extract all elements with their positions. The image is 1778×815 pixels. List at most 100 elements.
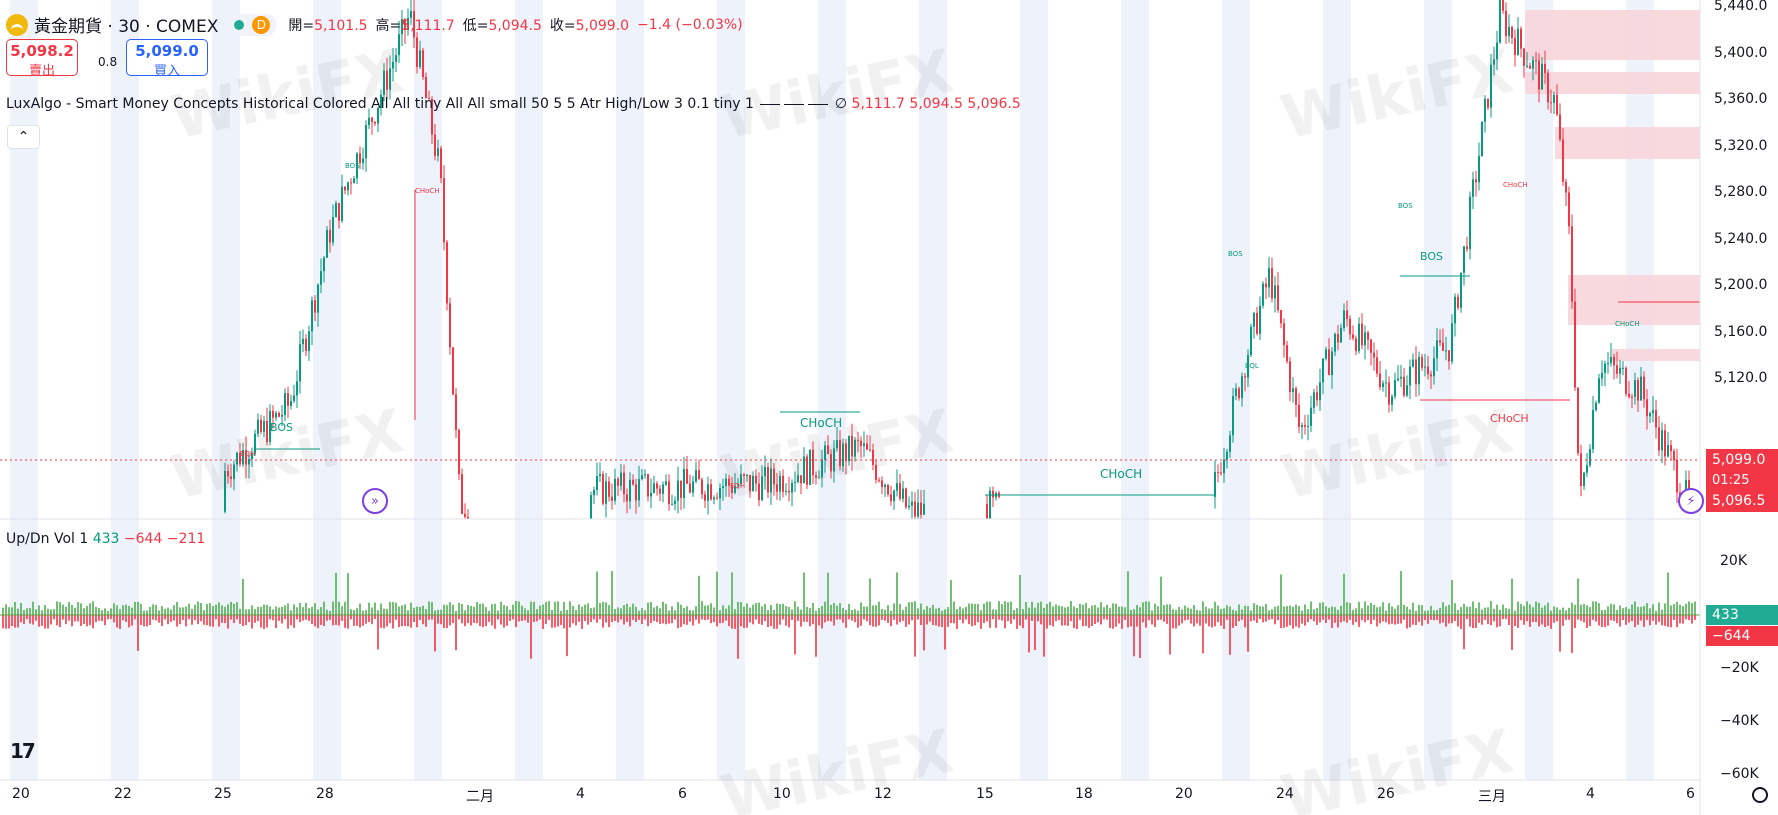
volume-down-bar bbox=[1508, 615, 1510, 626]
volume-up-bar bbox=[791, 609, 793, 615]
volume-down-bar bbox=[395, 615, 397, 620]
candle-body bbox=[1349, 318, 1351, 335]
candle-body bbox=[266, 421, 268, 442]
volume-down-bar bbox=[1364, 615, 1366, 623]
volume-up-bar bbox=[1211, 608, 1213, 615]
candle-body bbox=[1562, 139, 1564, 182]
sell-button[interactable]: 5,098.2 賣出 bbox=[6, 39, 78, 79]
volume-down-bar bbox=[488, 615, 490, 622]
candle-body bbox=[881, 480, 883, 487]
volume-down-bar bbox=[230, 615, 232, 620]
volume-up-bar bbox=[1070, 601, 1072, 615]
volume-down-bar bbox=[806, 615, 808, 622]
candle-body bbox=[359, 153, 361, 164]
volume-down-bar bbox=[1076, 615, 1078, 629]
volume-down-bar bbox=[1631, 615, 1633, 622]
indicator-legend[interactable]: LuxAlgo - Smart Money Concepts Historica… bbox=[6, 96, 1021, 112]
volume-up-bar bbox=[1286, 606, 1288, 615]
volume-legend[interactable]: Up/Dn Vol 1 433 −644 −211 bbox=[6, 531, 205, 547]
buy-button[interactable]: 5,099.0 買入 bbox=[126, 39, 208, 79]
volume-up-bar bbox=[587, 603, 589, 615]
volume-up-bar bbox=[893, 603, 895, 615]
tradingview-logo[interactable]: 17 bbox=[10, 739, 36, 763]
volume-up-bar bbox=[215, 604, 217, 615]
volume-down-bar bbox=[1535, 615, 1537, 623]
settings-gear-icon[interactable] bbox=[1752, 787, 1768, 803]
volume-down-bar bbox=[1394, 615, 1396, 625]
volume-down-bar bbox=[32, 615, 34, 625]
volume-down-bar bbox=[983, 615, 985, 624]
candle-body bbox=[1511, 26, 1513, 38]
volume-down-bar bbox=[941, 615, 943, 628]
volume-up-bar bbox=[1388, 602, 1390, 615]
volume-up-bar bbox=[209, 603, 211, 615]
volume-up-bar bbox=[626, 603, 628, 615]
volume-down-bar bbox=[1433, 615, 1435, 621]
volume-up-bar bbox=[1538, 602, 1540, 615]
volume-up-bar bbox=[392, 601, 394, 615]
volume-up-bar bbox=[1304, 604, 1306, 615]
volume-down-bar bbox=[887, 615, 889, 623]
volume-up-bar bbox=[197, 601, 199, 615]
volume-down-bar bbox=[1643, 615, 1645, 627]
candle-body bbox=[668, 481, 670, 505]
volume-down-bar bbox=[311, 615, 313, 625]
volume-down-bar bbox=[419, 615, 421, 621]
volume-up-bar bbox=[1355, 608, 1357, 615]
candle-body bbox=[1289, 361, 1291, 393]
volume-up-bar bbox=[299, 602, 301, 615]
volume-down-bar bbox=[212, 615, 214, 627]
candle-body bbox=[260, 419, 262, 432]
volume-up-bar bbox=[146, 610, 148, 615]
candle-body bbox=[1505, 10, 1507, 37]
volume-up-bar bbox=[524, 608, 526, 615]
volume-down-bar bbox=[1655, 615, 1657, 625]
indicator-name: LuxAlgo - Smart Money Concepts Historica… bbox=[6, 96, 754, 112]
volume-down-bar bbox=[59, 615, 61, 628]
candle-body bbox=[1274, 285, 1276, 299]
candle-body bbox=[1298, 404, 1300, 428]
volume-up-bar bbox=[1370, 602, 1372, 615]
lightning-icon[interactable]: ⚡ bbox=[1678, 488, 1704, 514]
volume-down-bar bbox=[1622, 615, 1624, 621]
volume-down-bar bbox=[164, 615, 166, 620]
volume-down-bar bbox=[530, 615, 532, 659]
volume-up-bar bbox=[872, 605, 874, 615]
volume-down-bar bbox=[1418, 615, 1420, 622]
event-marker-icon[interactable]: » bbox=[362, 488, 388, 514]
volume-down-bar bbox=[953, 615, 955, 624]
market-status[interactable]: D bbox=[228, 13, 277, 36]
volume-up-bar bbox=[1271, 609, 1273, 615]
volume-up-bar bbox=[248, 609, 250, 615]
volume-down-bar bbox=[1211, 615, 1213, 628]
price-tick: 5,400.0 bbox=[1714, 44, 1768, 61]
candle-body bbox=[884, 484, 886, 487]
volume-up-bar bbox=[1130, 610, 1132, 615]
volume-down-bar bbox=[782, 615, 784, 620]
volume-up-bar bbox=[1013, 609, 1015, 615]
volume-down-bar bbox=[122, 615, 124, 621]
volume-down-bar bbox=[179, 615, 181, 625]
volume-up-bar bbox=[17, 608, 19, 615]
volume-up-bar bbox=[914, 601, 916, 615]
candle-body bbox=[263, 421, 265, 432]
candle-body bbox=[875, 464, 877, 480]
symbol-title[interactable]: 黃金期貨 · 30 · COMEX bbox=[34, 17, 219, 37]
candle-body bbox=[1322, 358, 1324, 383]
volume-up-bar bbox=[908, 602, 910, 615]
volume-up-bar bbox=[1217, 605, 1219, 615]
volume-up-bar bbox=[1628, 608, 1630, 615]
candle-body bbox=[1577, 387, 1579, 454]
collapse-legend-button[interactable]: ⌃ bbox=[7, 125, 40, 149]
volume-up-bar bbox=[188, 603, 190, 615]
volume-up-bar bbox=[1262, 606, 1264, 615]
volume-up-bar bbox=[1202, 601, 1204, 615]
session-band bbox=[717, 0, 745, 780]
candle-body bbox=[1487, 98, 1489, 108]
volume-up-bar bbox=[1226, 605, 1228, 615]
volume-down-bar bbox=[1610, 615, 1612, 621]
volume-up-bar bbox=[677, 602, 679, 615]
volume-down-bar bbox=[1649, 615, 1651, 626]
volume-down-bar bbox=[836, 615, 838, 620]
